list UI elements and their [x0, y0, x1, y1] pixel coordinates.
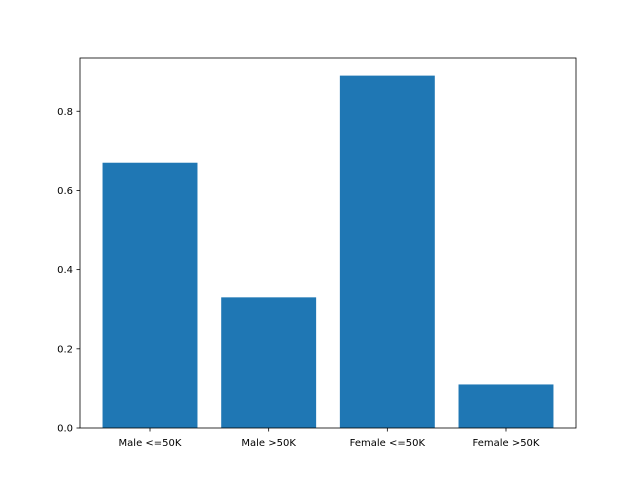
- x-tick-label: Female >50K: [472, 438, 539, 449]
- y-tick-label: 0.8: [57, 107, 73, 118]
- y-tick-label: 0.4: [57, 265, 73, 276]
- bar-female-gt-50k: [459, 384, 554, 428]
- x-tick-label: Male >50K: [241, 438, 296, 449]
- y-tick-label: 0.6: [57, 186, 73, 197]
- y-tick-label: 0.2: [57, 344, 73, 355]
- x-tick-label: Male <=50K: [119, 438, 182, 449]
- bar-female-lte-50k: [340, 76, 435, 428]
- x-tick-label: Female <=50K: [350, 438, 426, 449]
- bar-male-lte-50k: [103, 163, 198, 428]
- y-tick-label: 0.0: [57, 424, 73, 435]
- bar-male-gt-50k: [221, 297, 316, 428]
